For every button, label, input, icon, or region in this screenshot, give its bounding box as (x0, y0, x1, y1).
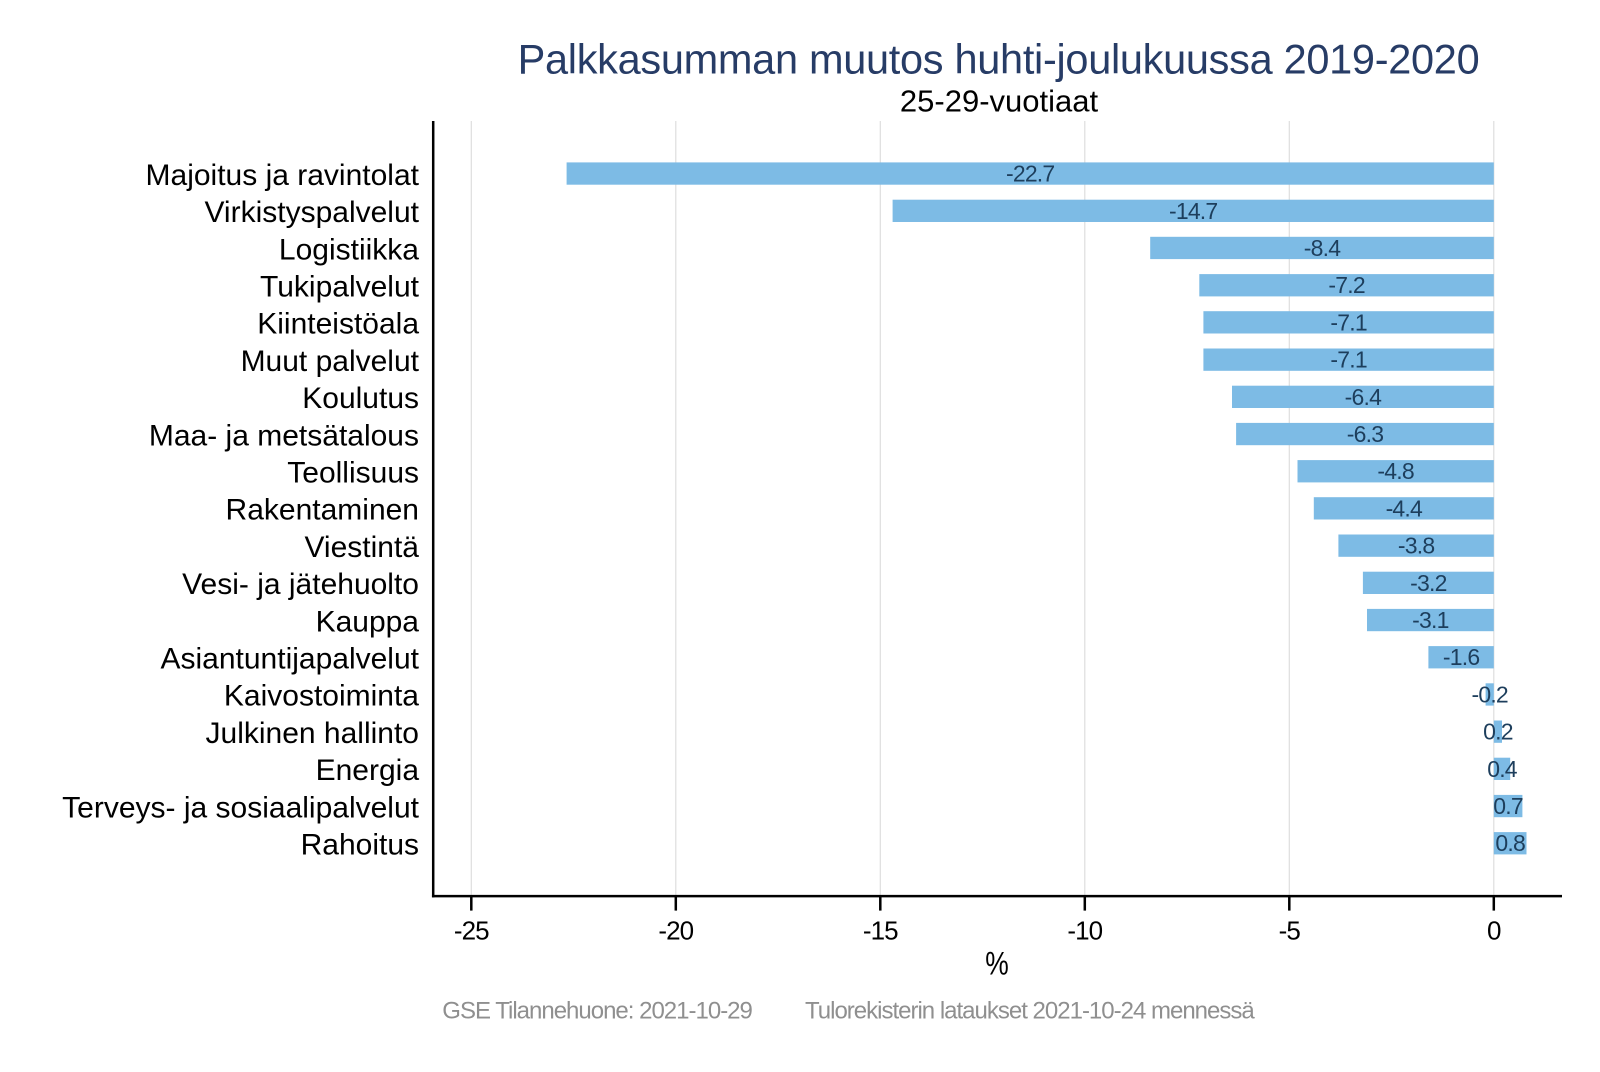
svg-text:%: % (985, 946, 1009, 982)
svg-text:-14.7: -14.7 (1169, 198, 1217, 224)
svg-text:-1.6: -1.6 (1443, 644, 1479, 670)
svg-text:Kauppa: Kauppa (316, 605, 420, 638)
svg-text:Energia: Energia (316, 754, 420, 787)
svg-text:-4.4: -4.4 (1386, 495, 1423, 521)
svg-text:Majoitus ja ravintolat: Majoitus ja ravintolat (146, 159, 420, 192)
svg-text:-4.8: -4.8 (1377, 458, 1413, 484)
svg-text:Vesi- ja jätehuolto: Vesi- ja jätehuolto (182, 568, 419, 601)
svg-text:Kaivostoiminta: Kaivostoiminta (224, 680, 419, 713)
svg-text:Logistiikka: Logistiikka (279, 233, 419, 266)
svg-text:0.4: 0.4 (1487, 756, 1518, 782)
svg-text:-5: -5 (1279, 916, 1301, 946)
svg-text:Muut palvelut: Muut palvelut (241, 345, 420, 378)
svg-text:-7.1: -7.1 (1330, 347, 1366, 373)
svg-text:-10: -10 (1067, 916, 1102, 946)
svg-text:Teollisuus: Teollisuus (287, 457, 419, 490)
svg-text:0: 0 (1487, 916, 1501, 946)
svg-text:Maa- ja metsätalous: Maa- ja metsätalous (149, 419, 419, 452)
svg-text:Asiantuntijapalvelut: Asiantuntijapalvelut (160, 643, 419, 676)
svg-text:0.2: 0.2 (1483, 719, 1513, 745)
svg-text:Tulorekisterin lataukset 2021-: Tulorekisterin lataukset 2021-10-24 menn… (805, 997, 1255, 1024)
svg-text:GSE Tilannehuone: 2021-10-29: GSE Tilannehuone: 2021-10-29 (442, 997, 752, 1024)
svg-text:-15: -15 (863, 916, 898, 946)
svg-text:Rahoitus: Rahoitus (301, 829, 419, 862)
svg-text:25-29-vuotiaat: 25-29-vuotiaat (900, 84, 1099, 119)
svg-text:Koulutus: Koulutus (302, 382, 419, 415)
svg-text:Terveys- ja sosiaalipalvelut: Terveys- ja sosiaalipalvelut (62, 791, 419, 824)
svg-text:0.8: 0.8 (1495, 830, 1525, 856)
svg-text:Rakentaminen: Rakentaminen (226, 494, 419, 527)
svg-text:-8.4: -8.4 (1304, 235, 1341, 261)
svg-text:Palkkasumman muutos huhti-joul: Palkkasumman muutos huhti-joulukuussa 20… (518, 36, 1480, 83)
svg-text:Virkistyspalvelut: Virkistyspalvelut (204, 196, 419, 229)
svg-text:-3.8: -3.8 (1398, 533, 1434, 559)
svg-text:-3.1: -3.1 (1412, 607, 1448, 633)
svg-text:-3.2: -3.2 (1410, 570, 1446, 596)
svg-text:-7.1: -7.1 (1330, 309, 1366, 335)
svg-text:Kiinteistöala: Kiinteistöala (257, 308, 419, 341)
svg-text:Viestintä: Viestintä (304, 531, 419, 564)
svg-text:Tukipalvelut: Tukipalvelut (260, 271, 420, 304)
svg-text:-7.2: -7.2 (1328, 272, 1364, 298)
svg-text:-6.3: -6.3 (1347, 421, 1383, 447)
svg-text:-22.7: -22.7 (1006, 161, 1054, 187)
svg-text:-20: -20 (658, 916, 693, 946)
svg-text:-25: -25 (454, 916, 489, 946)
svg-text:-0.2: -0.2 (1471, 681, 1507, 707)
svg-text:Julkinen hallinto: Julkinen hallinto (206, 717, 419, 750)
svg-text:0.7: 0.7 (1493, 793, 1523, 819)
svg-text:-6.4: -6.4 (1345, 384, 1382, 410)
